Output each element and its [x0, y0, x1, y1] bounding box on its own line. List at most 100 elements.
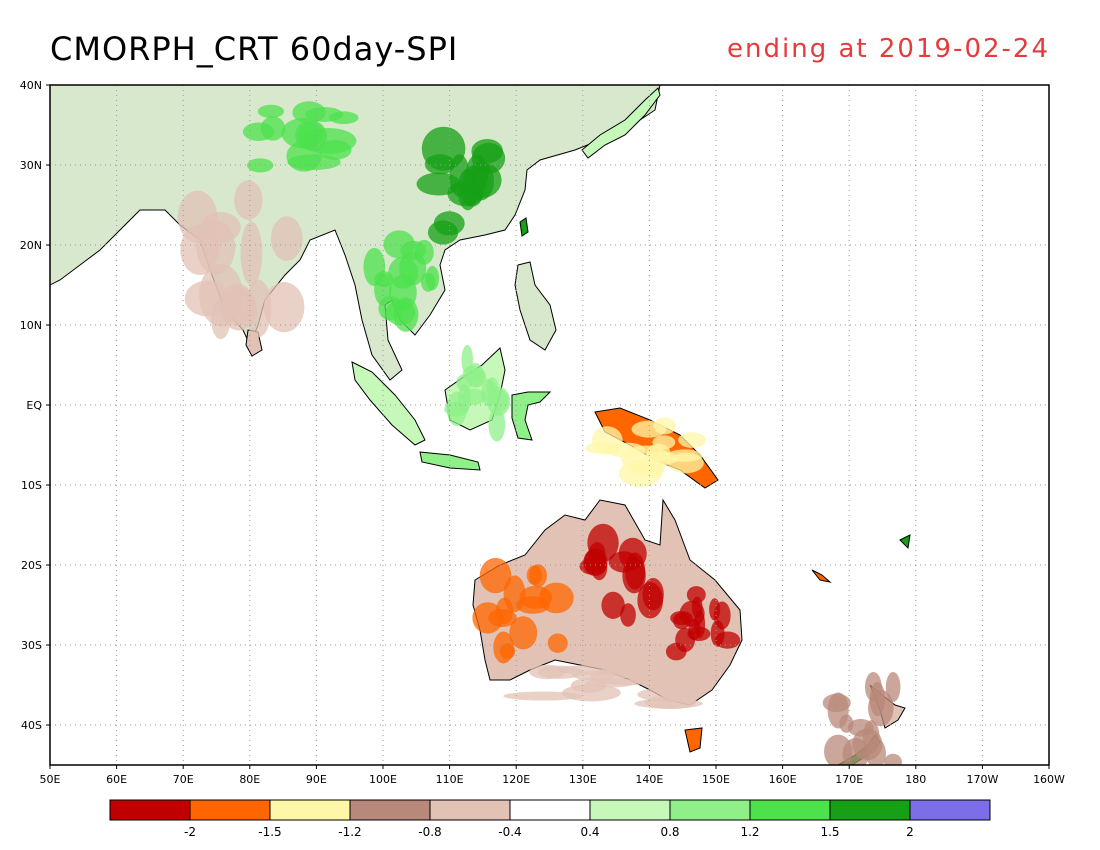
spi-patch: [686, 586, 706, 604]
spi-patch: [414, 239, 434, 265]
spi-patch: [678, 432, 706, 448]
spi-patch: [529, 564, 548, 588]
x-tick-label: 120E: [502, 773, 530, 786]
y-tick-label: 20S: [21, 559, 42, 572]
legend-swatch: [189, 799, 271, 821]
spi-patch: [479, 557, 512, 594]
x-tick-label: 60E: [106, 773, 127, 786]
legend-swatch: [669, 799, 751, 821]
spi-patch: [177, 190, 218, 243]
spi-patch: [864, 671, 882, 702]
x-tick-label: 80E: [239, 773, 260, 786]
legend-swatch: [349, 799, 431, 821]
spi-patch: [492, 390, 509, 412]
legend-label: -1.2: [338, 825, 361, 839]
x-tick-label: 50E: [40, 773, 61, 786]
spi-patch: [457, 384, 471, 414]
legend-label: -1.5: [258, 825, 281, 839]
x-tick-label: 90E: [306, 773, 327, 786]
map-title: CMORPH_CRT 60day-SPI: [50, 30, 459, 68]
legend-swatch: [109, 799, 191, 821]
sumatra: [351, 361, 426, 446]
legend-label: 0.8: [660, 825, 679, 839]
spi-patch: [714, 631, 741, 649]
legend-swatch: [589, 799, 671, 821]
y-tick-label: 20N: [20, 239, 42, 252]
asia-mainland: [50, 85, 661, 381]
x-tick-label: 110E: [436, 773, 464, 786]
legend-label: 0.4: [580, 825, 599, 839]
spi-patch: [509, 616, 538, 650]
spi-patch: [570, 678, 607, 693]
spi-patch: [688, 618, 701, 641]
x-tick-label: 140E: [635, 773, 663, 786]
legend-swatch: [829, 799, 911, 821]
spi-patch: [270, 216, 303, 261]
spi-patch: [488, 407, 506, 442]
spi-patch: [847, 718, 874, 737]
spi-patch: [257, 104, 285, 118]
spi-patch: [184, 280, 230, 317]
philippines: [514, 261, 557, 351]
spi-patch: [585, 442, 620, 455]
legend-label: -0.4: [498, 825, 521, 839]
y-tick-label: 40S: [21, 719, 42, 732]
x-tick-label: 150E: [702, 773, 730, 786]
spi-patch: [234, 180, 263, 220]
y-tick-label: 30N: [20, 159, 42, 172]
spi-overlay-layer: [177, 101, 902, 765]
spi-patch: [472, 602, 504, 634]
spi-patch: [240, 221, 263, 286]
spi-patch: [263, 282, 305, 333]
x-tick-label: 170W: [966, 773, 998, 786]
longitude-ticks: 50E 60E 70E 80E 90E 100E 110E 120E 130E 140E 150E 1…: [40, 765, 1065, 786]
spi-patch: [621, 445, 671, 473]
spi-patch: [547, 633, 568, 653]
spi-patch: [519, 585, 553, 609]
legend-swatch: [749, 799, 831, 821]
spi-patch: [652, 435, 676, 450]
spi-patch: [679, 600, 705, 627]
x-tick-label: 160W: [1033, 773, 1065, 786]
spi-patch: [305, 107, 344, 122]
legend-label: 1.2: [740, 825, 759, 839]
x-tick-label: 180: [905, 773, 926, 786]
fiji: [899, 534, 911, 550]
legend-label: 1.5: [820, 825, 839, 839]
legend-label: -0.8: [418, 825, 441, 839]
legend-swatch: [509, 799, 591, 821]
spi-patch: [388, 256, 418, 289]
spi-patch: [301, 128, 357, 154]
x-tick-label: 160E: [769, 773, 797, 786]
spi-patch: [591, 555, 608, 581]
legend-label: 2: [906, 825, 914, 839]
spi-patch: [642, 578, 664, 611]
spi-patch: [824, 734, 853, 765]
color-legend: -2 -1.5 -1.2 -0.8 -0.4 0.4 0.8 1.2 1.5 2: [109, 799, 991, 839]
x-tick-label: 130E: [569, 773, 597, 786]
spi-patch: [599, 664, 676, 679]
spi-patch: [433, 211, 465, 236]
x-tick-label: 170E: [835, 773, 863, 786]
spi-patch: [378, 296, 403, 321]
spi-patch: [470, 367, 487, 387]
spi-patch: [499, 643, 516, 660]
legend-label: -2: [184, 825, 196, 839]
spi-patch: [827, 692, 849, 729]
x-tick-label: 100E: [369, 773, 397, 786]
latitude-ticks: 40N 30N 20N 10N EQ 10S 20S 30S 40S: [20, 79, 50, 732]
spi-patch: [260, 116, 286, 141]
legend-swatch: [429, 799, 511, 821]
legend-swatch: [269, 799, 351, 821]
new-caledonia: [811, 569, 832, 583]
sulawesi: [511, 391, 552, 441]
spi-patch: [601, 591, 625, 619]
y-tick-label: 10N: [20, 319, 42, 332]
legend-swatch: [909, 799, 991, 821]
y-tick-label: 30S: [21, 639, 42, 652]
spi-patch: [420, 272, 436, 292]
spi-patch: [885, 671, 901, 703]
taiwan: [519, 217, 529, 237]
spi-patch: [462, 162, 502, 198]
